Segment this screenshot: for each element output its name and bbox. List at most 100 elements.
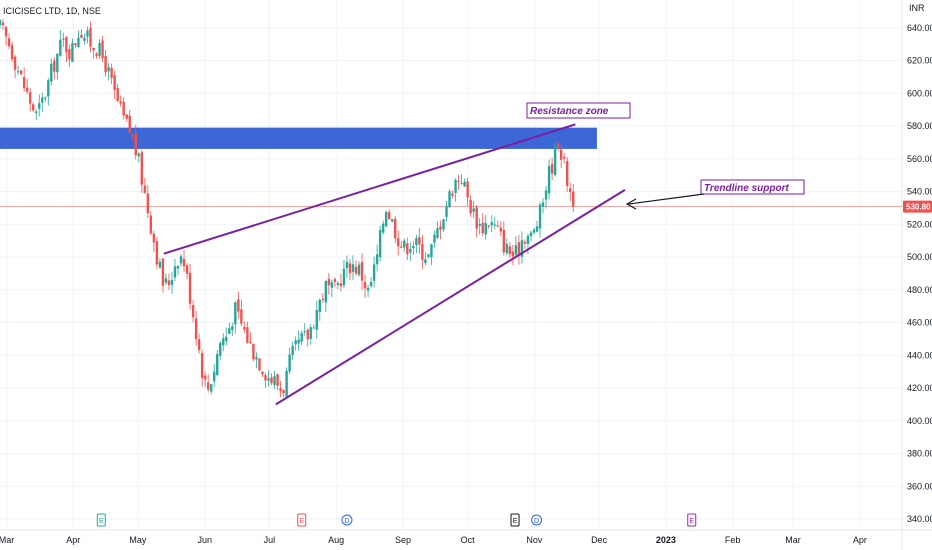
candle-down <box>125 114 128 119</box>
candle-down <box>354 266 358 274</box>
candle-down <box>261 371 264 375</box>
candle-down <box>517 242 521 256</box>
candle-up <box>412 246 415 249</box>
arrow-head-icon <box>625 198 637 210</box>
candle-up <box>309 327 312 339</box>
candle-down <box>116 87 119 102</box>
candle-up <box>312 327 315 329</box>
event-marker-label: D <box>344 518 349 525</box>
candle-up <box>384 211 388 227</box>
time-tick: Jul <box>264 535 276 545</box>
candle-up <box>490 222 493 226</box>
price-tick: 440.00 <box>907 350 932 360</box>
trendline-support-arrow <box>628 193 705 205</box>
price-tick: 460.00 <box>907 318 932 328</box>
candle-up <box>0 20 2 25</box>
candle-down <box>167 280 171 286</box>
candle-up <box>170 280 174 285</box>
chart-title: ICICISEC LTD, 1D, NSE <box>3 6 101 16</box>
candle-down <box>321 298 325 300</box>
candle-up <box>409 248 412 253</box>
candle-down <box>237 299 240 312</box>
trendline-support-label: Trendline support <box>704 183 789 194</box>
candle-up <box>44 97 47 99</box>
price-tick: 540.00 <box>907 187 932 197</box>
candle-up <box>514 245 518 255</box>
candle-down <box>270 377 273 384</box>
candle-up <box>318 299 321 312</box>
candle-down <box>4 27 8 37</box>
candle-down <box>339 283 343 287</box>
candle-down <box>550 163 554 174</box>
candle-down <box>243 326 246 330</box>
time-tick: Nov <box>526 535 543 545</box>
candle-up <box>544 190 548 200</box>
candle-down <box>89 28 92 47</box>
candle-up <box>225 336 228 342</box>
resistance-zone <box>0 127 597 149</box>
earnings-marker-icon <box>96 513 106 527</box>
candle-down <box>439 226 442 230</box>
candle-down <box>104 55 107 73</box>
candle-up <box>424 259 427 264</box>
time-axis[interactable]: Mar Apr May Jun Jul Aug Sep Oct Nov Dec 2023 Feb Mar… <box>0 535 867 545</box>
candle-down <box>92 47 95 51</box>
dividend-marker-icon <box>341 514 353 526</box>
candle-up <box>366 287 370 291</box>
candle-up <box>433 234 436 243</box>
candle-down <box>25 87 29 92</box>
candle-down <box>487 225 490 227</box>
candle-down <box>188 272 192 304</box>
last-price-label: 530.80 <box>906 203 931 212</box>
candle-down <box>182 258 186 267</box>
candle-down <box>143 185 147 193</box>
candle-down <box>387 212 391 220</box>
candle-down <box>28 92 32 104</box>
candle-up <box>442 219 445 230</box>
earnings-marker-icon <box>510 513 520 527</box>
candle-down <box>406 243 409 255</box>
candle-up <box>430 244 433 258</box>
candle-up <box>357 264 361 275</box>
candle-up <box>330 282 334 288</box>
candle-up <box>345 261 349 269</box>
candle-down <box>110 67 113 78</box>
candle-up <box>294 340 297 345</box>
candle-down <box>451 193 454 196</box>
candle-down <box>203 375 207 380</box>
candle-up <box>324 281 328 303</box>
resistance-zone-layer <box>0 127 597 149</box>
price-tick: 600.00 <box>907 88 932 98</box>
candle-up <box>213 371 216 382</box>
time-tick: 2023 <box>656 535 676 545</box>
last-price-badge <box>903 200 932 213</box>
candle-down <box>80 34 83 38</box>
candle-up <box>50 63 53 82</box>
price-tick: 580.00 <box>907 121 932 131</box>
event-marker-label: E <box>299 518 304 525</box>
candle-down <box>131 135 134 137</box>
event-marker-label: D <box>534 518 539 525</box>
time-tick: Apr <box>853 535 867 545</box>
price-tick: 360.00 <box>907 481 932 491</box>
candle-down <box>119 101 122 104</box>
candle-down <box>466 181 469 198</box>
candle-up <box>231 326 234 330</box>
trendline-lower <box>275 189 626 406</box>
event-marker-label: E <box>689 518 694 525</box>
candle-up <box>553 145 557 175</box>
candle-up <box>378 229 382 258</box>
price-axis[interactable]: 340.00 360.00 380.00 400.00 420.00 440.00 460.… <box>903 23 932 524</box>
candle-up <box>541 202 545 207</box>
candle-up <box>216 354 219 375</box>
candle-down <box>68 49 71 60</box>
candle-up <box>472 208 475 212</box>
candles-layer <box>0 18 575 399</box>
candle-up <box>315 309 318 330</box>
candle-down <box>200 352 204 378</box>
candle-down <box>421 243 424 260</box>
candle-up <box>255 357 258 360</box>
dividend-marker-icon <box>531 514 543 526</box>
